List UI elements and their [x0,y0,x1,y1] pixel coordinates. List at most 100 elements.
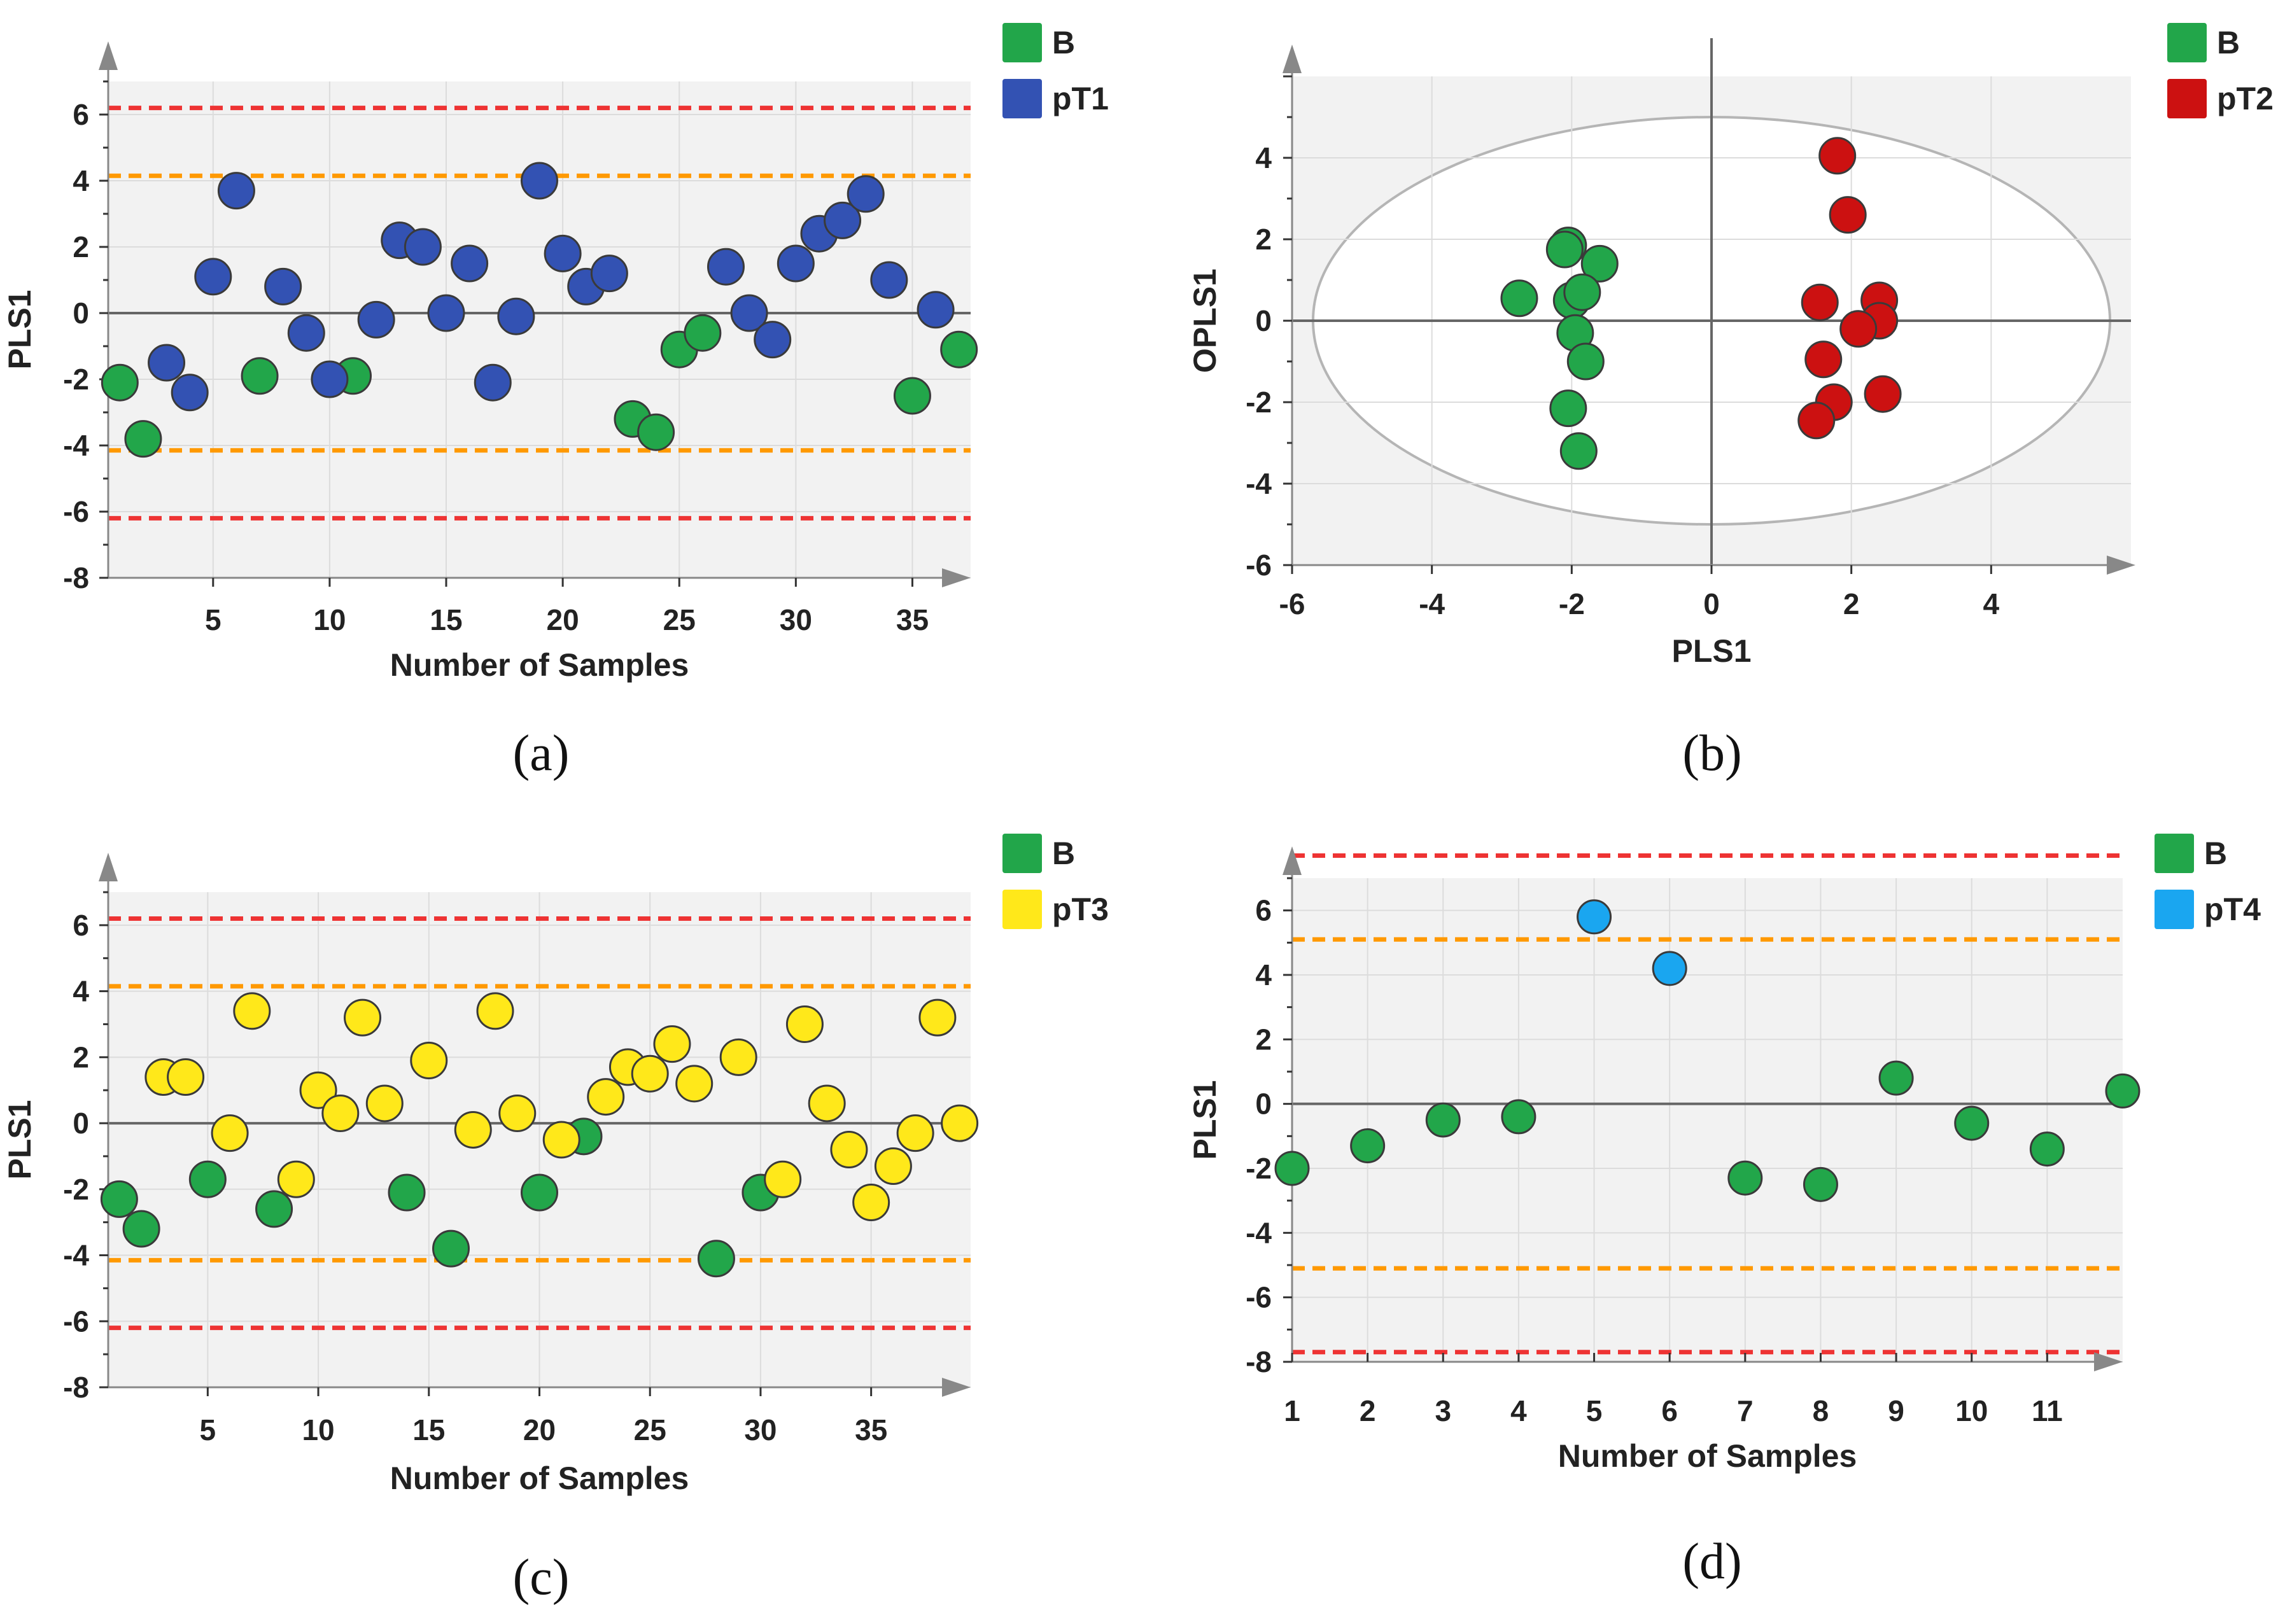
y-tick-label: 4 [73,975,89,1008]
data-point-pt3 [719,1038,757,1076]
y-tick-label: -6 [1246,1281,1272,1314]
legend-swatch-b [1002,834,1042,873]
data-point-pt3 [211,1114,249,1152]
x-tick-label: 35 [855,1413,887,1446]
legend-label-b: B [1052,25,1075,60]
y-tick-label: -6 [1246,549,1272,582]
data-point-b [1563,273,1601,311]
data-point-b [1878,1060,1914,1096]
data-point-pt3 [365,1084,404,1123]
data-point-b [122,1210,160,1248]
data-point-pt4 [1652,951,1687,986]
y-tick-label: -6 [63,495,89,528]
legend-label-b: B [1052,836,1075,871]
x-tick-label: 7 [1737,1394,1754,1427]
data-point-b [1500,279,1538,318]
data-point-pt3 [675,1065,714,1103]
x-tick-label: 15 [412,1413,445,1446]
x-tick-label: -4 [1419,587,1445,620]
x-axis-arrow [2107,556,2135,575]
data-point-pt3 [299,1071,337,1109]
y-tick-label: 4 [73,164,89,197]
data-point-pt1 [194,258,232,296]
x-axis-arrow [2094,1352,2123,1371]
y-tick-label: -4 [1246,1216,1272,1249]
data-point-pt3 [344,998,382,1037]
y-tick-label: -2 [1246,386,1272,419]
data-points [1500,137,1902,470]
legend-label-pt1: pT1 [1052,81,1109,116]
data-point-pt2 [1829,196,1867,234]
y-tick-label: 2 [73,1040,89,1074]
data-point-b [388,1173,426,1212]
data-point-pt3 [542,1121,580,1159]
x-tick-label: 2 [1843,587,1860,620]
data-point-pt3 [918,998,957,1037]
x-tick-label: 4 [1983,587,2000,620]
y-axis-arrow [99,41,118,70]
x-tick-label: 25 [634,1413,666,1446]
x-axis-title: Number of Samples [390,647,689,683]
y-tick-label: 4 [1255,958,1272,991]
panel-label: (d) [1682,1534,1741,1590]
x-tick-label: 9 [1888,1394,1904,1427]
x-tick-label: -2 [1559,587,1585,620]
data-point-pt3 [167,1058,205,1096]
data-point-b [940,330,978,368]
data-point-pt3 [410,1042,448,1080]
data-point-pt1 [264,267,302,305]
data-point-pt2 [1864,375,1902,413]
data-point-pt3 [830,1131,868,1169]
data-point-pt3 [764,1160,802,1198]
y-tick-label: -6 [63,1305,89,1338]
x-tick-label: 6 [1661,1394,1678,1427]
data-point-pt3 [631,1054,669,1093]
data-point-pt3 [852,1184,890,1222]
data-point-pt3 [653,1025,691,1063]
data-point-pt1 [754,321,792,359]
legend-label-pt3: pT3 [1052,892,1109,927]
y-tick-label: -2 [63,1173,89,1206]
data-point-b [2029,1131,2065,1167]
data-point-pt1 [730,294,768,332]
data-point-pt3 [785,1005,824,1043]
data-point-pt3 [587,1078,625,1116]
data-point-pt3 [808,1084,846,1123]
x-axis-title: PLS1 [1671,633,1751,669]
data-point-b [1501,1099,1536,1135]
y-tick-label: 6 [73,909,89,942]
data-point-b [188,1160,227,1198]
x-tick-label: 25 [663,603,696,636]
y-axis-arrow [1283,45,1302,73]
legend-swatch-pt1 [1002,79,1042,118]
data-point-b [1803,1166,1838,1202]
x-tick-label: 11 [2032,1394,2063,1427]
data-point-pt1 [707,248,745,286]
data-point-b [241,357,279,395]
y-axis-title: PLS1 [2,290,38,369]
legend-label-pt4: pT4 [2204,892,2261,927]
axes: -8 -6 -4 -2 0 2 4 6 5 10 15 20 25 30 35 [63,41,971,636]
y-tick-label: -2 [1246,1152,1272,1185]
x-axis-title: Number of Samples [390,1460,689,1496]
x-tick-label: 2 [1360,1394,1376,1427]
chart-panel-a: -8 -6 -4 -2 0 2 4 6 5 10 15 20 25 30 35 Number of Sampl… [2,23,1109,781]
data-point-b [101,363,139,402]
data-point-b [2105,1073,2141,1109]
data-point-b [1274,1151,1310,1186]
data-point-pt3 [233,992,271,1030]
x-tick-label: 30 [780,603,812,636]
data-point-b [1954,1105,1990,1141]
panel-label: (b) [1682,725,1741,781]
y-axis-title: PLS1 [2,1100,38,1179]
data-point-b [1549,389,1587,428]
legend-swatch-pt4 [2155,890,2194,929]
data-point-pt1 [404,228,442,266]
data-points [1274,899,2141,1202]
x-axis-arrow [942,568,971,587]
x-tick-label: 10 [1955,1394,1988,1427]
legend-label-pt2: pT2 [2217,81,2274,116]
y-tick-label: -4 [1246,467,1272,500]
